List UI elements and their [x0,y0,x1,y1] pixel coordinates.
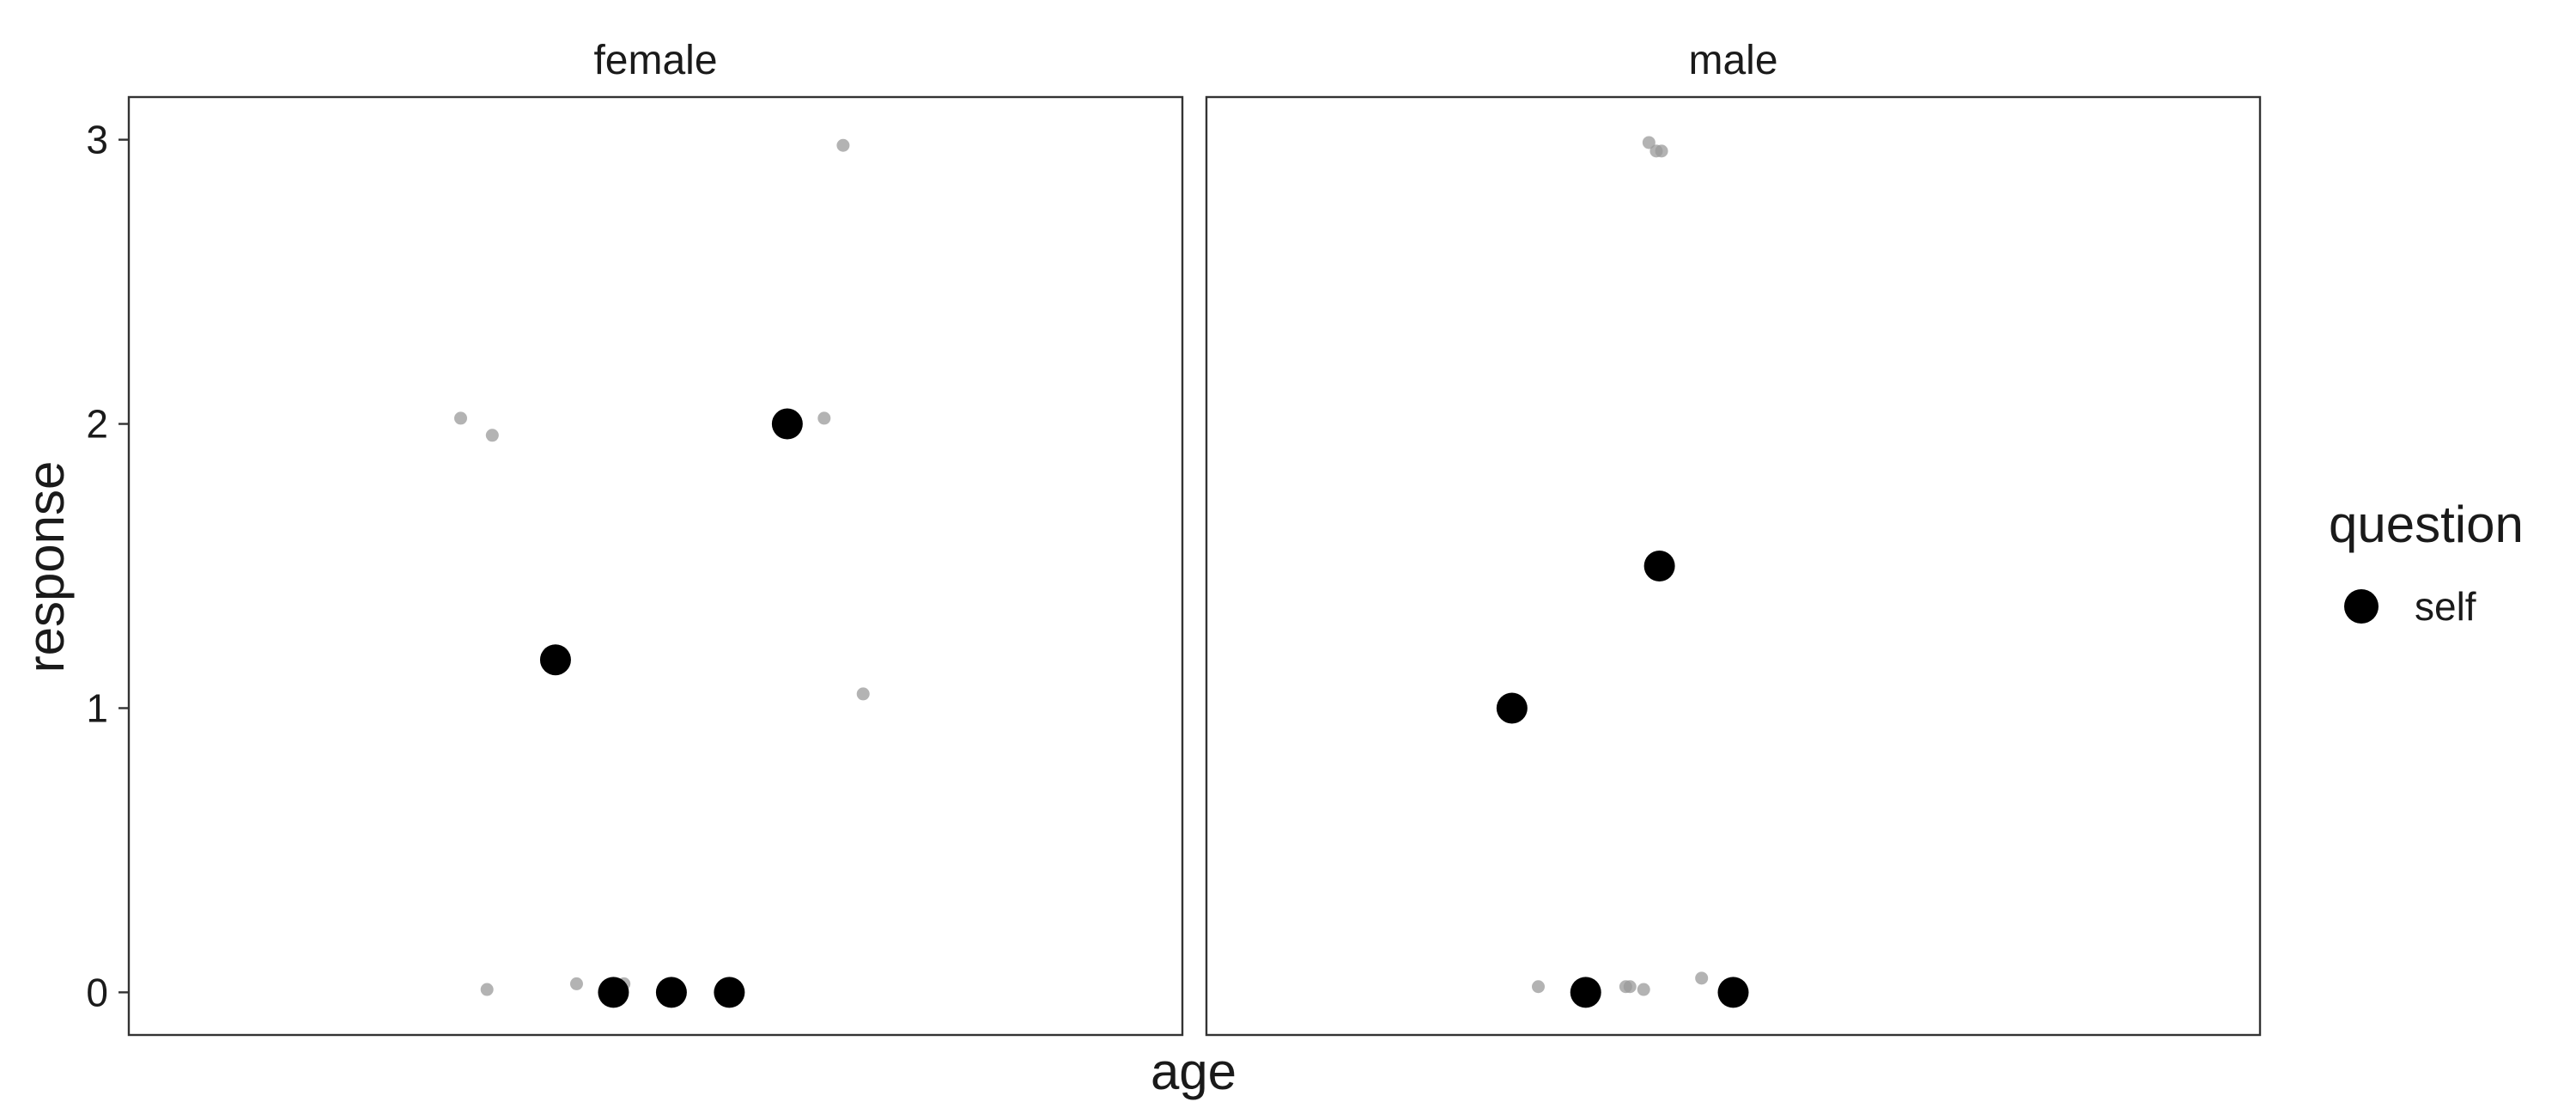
mean-point [655,977,687,1008]
y-tick-label: 0 [86,970,108,1014]
raw-point [454,411,468,425]
raw-point [1642,136,1656,149]
panel-female: female 0 1 2 3 [86,38,1184,1037]
panel-frame [1205,95,2262,1037]
raw-point [1695,971,1709,985]
mean-point [714,977,745,1008]
y-axis-title: response [17,461,75,673]
raw-point [1623,980,1637,994]
mean-point [1570,977,1601,1008]
mean-point [598,977,629,1008]
raw-point [485,429,499,442]
raw-point [817,411,831,425]
raw-point [1637,983,1650,996]
legend-title: question [2329,496,2524,553]
mean-point [771,408,803,440]
raw-point [569,977,583,990]
mean-point [1643,551,1675,581]
facet-label: female [593,38,717,83]
x-axis-title: age [1151,1043,1236,1100]
facet-label: male [1688,38,1777,83]
panel-frame [127,95,1184,1037]
raw-point [1655,144,1668,158]
raw-point [1532,980,1546,994]
raw-point [856,687,870,701]
y-tick-label: 3 [86,118,108,162]
panel-male: male [1205,38,2262,1037]
raw-point [480,983,494,996]
legend-key-self [2344,589,2379,624]
mean-point [1717,977,1749,1008]
legend: question self [2329,496,2524,629]
y-tick-label: 2 [86,402,108,447]
mean-point [539,644,571,676]
raw-point [836,138,850,152]
mean-point [1496,692,1528,724]
y-tick-label: 1 [86,685,108,730]
legend-label-self: self [2415,584,2476,629]
